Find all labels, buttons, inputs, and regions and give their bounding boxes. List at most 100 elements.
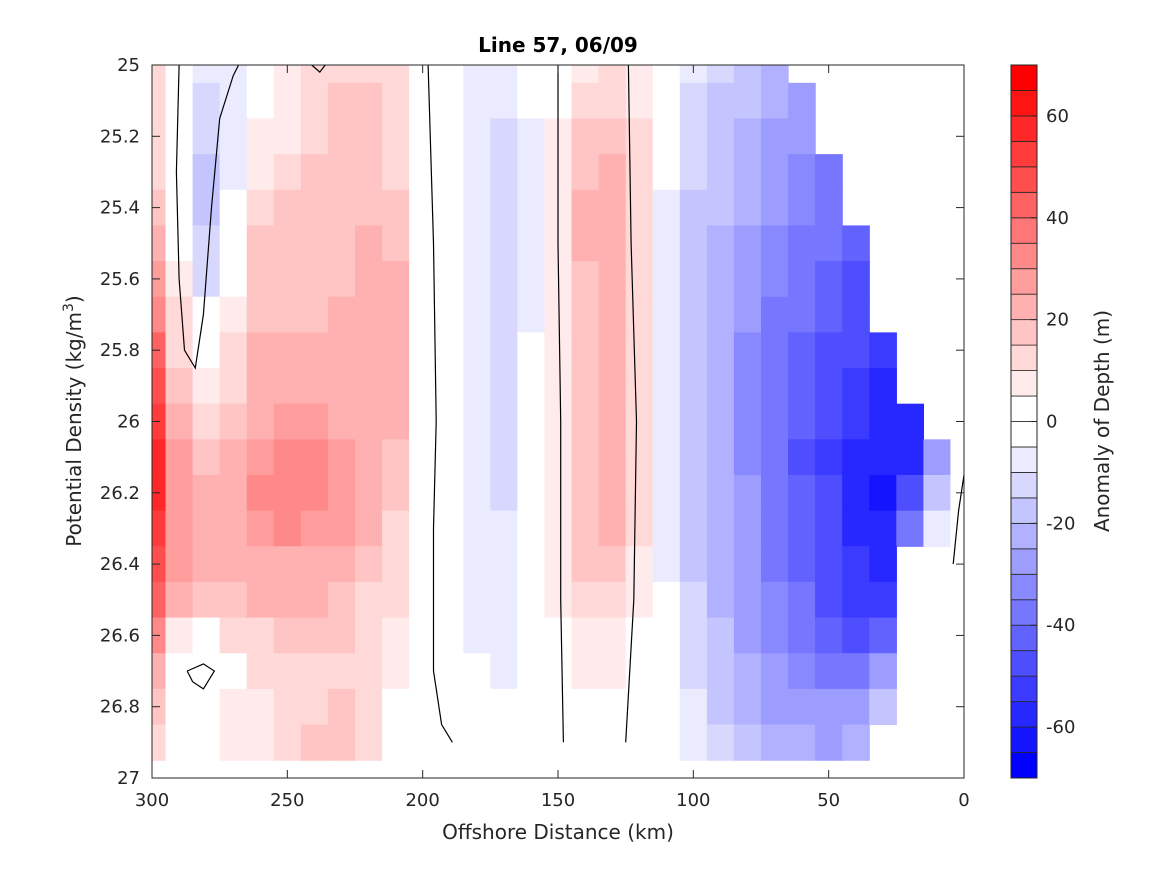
heatmap-cell	[625, 439, 654, 476]
heatmap-cell	[896, 439, 924, 476]
heatmap-cell	[679, 653, 708, 690]
heatmap-cell	[355, 724, 383, 761]
heatmap-cell	[544, 368, 573, 405]
heatmap-cell	[165, 368, 194, 405]
heatmap-cell	[733, 617, 762, 654]
heatmap-cell	[246, 332, 275, 369]
heatmap-cell	[788, 189, 816, 227]
colorbar-tick-label: 20	[1046, 310, 1069, 331]
colorbar-step	[1010, 370, 1038, 397]
heatmap-cell	[761, 688, 789, 726]
heatmap-cell	[355, 332, 383, 369]
heatmap-cell	[463, 546, 491, 583]
zero-contour-line	[952, 474, 965, 565]
heatmap-cell	[490, 154, 518, 191]
heatmap-cell	[355, 65, 383, 84]
heatmap-cell	[652, 653, 681, 690]
heatmap-cell	[598, 581, 627, 619]
heatmap-cell	[842, 368, 870, 405]
heatmap-cell	[490, 546, 518, 583]
heatmap-cell	[192, 474, 221, 512]
x-tick-label: 250	[270, 790, 304, 811]
colorbar: -60 -40 -20 0 20 40 60	[1010, 64, 1075, 779]
heatmap-cell	[382, 261, 410, 298]
heatmap-cell	[463, 65, 491, 84]
heatmap-cell	[761, 82, 789, 120]
heatmap-cell	[842, 296, 870, 333]
heatmap-cell	[598, 225, 627, 262]
heatmap-cell	[165, 653, 194, 690]
heatmap-cell	[544, 403, 573, 440]
colorbar-tick-label: 40	[1046, 208, 1069, 229]
heatmap-cell	[219, 474, 248, 512]
heatmap-cell	[165, 403, 194, 440]
heatmap-cell	[788, 617, 816, 654]
heatmap-cell	[300, 510, 329, 547]
heatmap-cell	[761, 65, 789, 84]
heatmap-cell	[733, 225, 762, 262]
heatmap-cell	[355, 510, 383, 547]
heatmap-cell	[490, 724, 518, 761]
heatmap-cell	[273, 581, 302, 619]
heatmap-cell	[382, 118, 410, 155]
heatmap-cell	[679, 82, 708, 120]
heatmap-cell	[761, 296, 789, 333]
heatmap-cell	[815, 368, 843, 405]
heatmap-cell	[436, 653, 464, 690]
heatmap-cell	[300, 225, 329, 262]
heatmap-cell	[571, 189, 600, 227]
heatmap-cell	[355, 296, 383, 333]
heatmap-cell	[625, 225, 654, 262]
heatmap-cell	[679, 368, 708, 405]
heatmap-cell	[382, 368, 410, 405]
heatmap-cell	[788, 510, 816, 547]
heatmap-cell	[165, 474, 194, 512]
heatmap-cell	[869, 688, 897, 726]
heatmap-cell	[815, 474, 843, 512]
y-axis-label-text: Potential Density (kg/m	[62, 312, 86, 547]
heatmap-cell	[679, 617, 708, 654]
heatmap-cell	[273, 688, 302, 726]
heatmap-cell	[382, 332, 410, 369]
heatmap-cell	[679, 118, 708, 155]
colorbar-step	[1010, 522, 1038, 550]
x-tick-label: 200	[405, 790, 439, 811]
heatmap-cell	[679, 688, 708, 726]
heatmap-cell	[327, 688, 356, 726]
heatmap-cell	[625, 368, 654, 405]
heatmap-cell	[571, 296, 600, 333]
heatmap-cell	[192, 189, 221, 227]
heatmap-cell	[517, 189, 546, 227]
heatmap-cell	[436, 261, 464, 298]
heatmap-cell	[409, 439, 437, 476]
heatmap-cell	[409, 688, 437, 726]
heatmap-cell	[571, 403, 600, 440]
heatmap-cell	[436, 474, 464, 512]
heatmap-cell	[571, 688, 600, 726]
heatmap-cell	[300, 261, 329, 298]
zero-contours	[175, 64, 965, 743]
colorbar-step	[1010, 242, 1038, 270]
heatmap-cell	[706, 546, 735, 583]
heatmap-cell	[598, 510, 627, 547]
heatmap-cell	[409, 296, 437, 333]
heatmap-cell	[463, 261, 491, 298]
heatmap-cell	[273, 653, 302, 690]
heatmap-cell	[463, 474, 491, 512]
heatmap-cell	[327, 724, 356, 761]
heatmap-cell	[706, 296, 735, 333]
colorbar-step	[1010, 166, 1038, 193]
heatmap-cell	[706, 189, 735, 227]
heatmap-cell	[490, 368, 518, 405]
heatmap-cell	[273, 724, 302, 761]
plot-area: 300 250 200 150 100 50 0 2525.225.425.625.8262…	[100, 55, 970, 811]
heatmap-cell	[152, 653, 167, 690]
heatmap-cell	[761, 439, 789, 476]
colorbar-step	[1010, 472, 1038, 499]
heatmap-cell	[463, 118, 491, 155]
zero-contour-line	[625, 64, 638, 743]
heatmap-cell	[544, 332, 573, 369]
heatmap-cell	[409, 368, 437, 405]
heatmap-cell	[436, 724, 464, 761]
heatmap-cell	[706, 474, 735, 512]
